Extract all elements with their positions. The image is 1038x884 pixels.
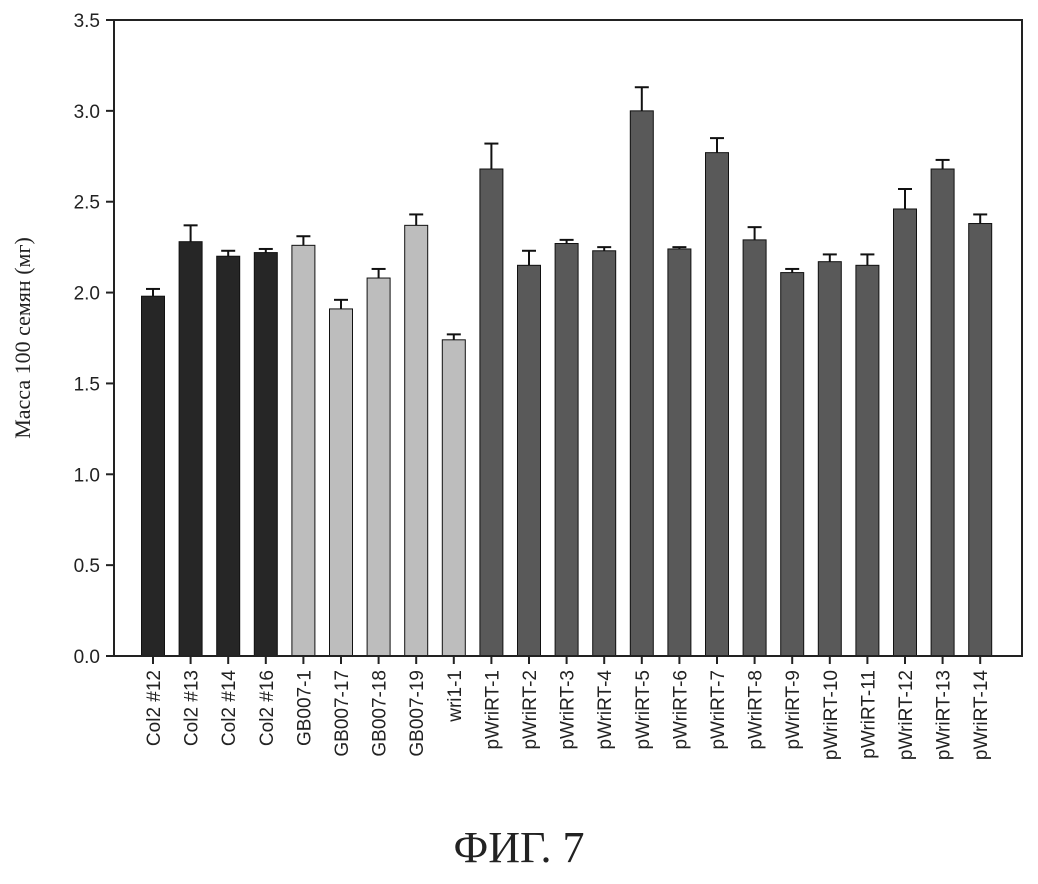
x-category-label: GB007-1 — [294, 670, 315, 746]
error-bar — [522, 251, 536, 266]
x-axis-labels: Col2 #12 Col2 #13 Col2 #14 Col2 #16 GB007-1 G… — [144, 656, 992, 760]
bar — [142, 296, 165, 656]
y-tick-label: 1.5 — [74, 374, 100, 395]
y-axis-ticks: 0.0 0.5 1.0 1.5 2.0 2.5 3.0 3.5 — [74, 11, 114, 668]
y-tick-label: 0.5 — [74, 556, 100, 577]
x-category-label: Col2 #12 — [144, 670, 165, 746]
bar — [480, 169, 503, 656]
error-bar — [823, 254, 837, 261]
y-tick-label: 1.0 — [74, 465, 100, 486]
bar — [254, 253, 277, 656]
error-bar — [748, 227, 762, 240]
bar — [743, 240, 766, 656]
bar-chart: 0.00.51.01.52.02.53.03.5 Col2 #12Col2 #1… — [0, 0, 1038, 820]
y-tick-label: 2.0 — [74, 284, 100, 305]
y-tick-label: 3.5 — [74, 11, 100, 32]
error-bar — [635, 87, 649, 111]
error-bar — [898, 189, 912, 209]
x-category-label: pWriRT-7 — [708, 670, 729, 750]
figure-caption: ФИГ. 7 — [0, 822, 1038, 873]
error-bar — [221, 251, 235, 256]
x-category-label: GB007-17 — [332, 670, 353, 757]
x-category-label: pWriRT-11 — [858, 670, 879, 759]
x-category-label: pWriRT-4 — [595, 670, 616, 750]
bar — [856, 265, 879, 656]
x-category-label: pWriRT-10 — [821, 670, 842, 760]
bar — [555, 244, 578, 656]
bar — [518, 265, 541, 656]
error-bar — [560, 240, 574, 244]
bars-group — [142, 111, 992, 656]
error-bar — [484, 144, 498, 169]
x-category-label: pWriRT-5 — [633, 670, 654, 750]
bar — [593, 251, 616, 656]
x-category-label: Col2 #14 — [219, 670, 240, 746]
error-bar — [973, 214, 987, 223]
x-category-label: wri1-1 — [445, 670, 466, 723]
error-bar — [334, 300, 348, 309]
y-tick-label: 2.5 — [74, 193, 100, 214]
bar — [781, 273, 804, 656]
x-category-label: pWriRT-3 — [558, 670, 579, 750]
bar — [706, 153, 729, 656]
bar — [969, 224, 992, 656]
x-category-label: pWriRT-9 — [783, 670, 804, 750]
error-bar — [184, 225, 198, 241]
x-category-label: GB007-18 — [370, 670, 391, 757]
error-bar — [409, 214, 423, 225]
error-bar — [785, 269, 799, 273]
error-bar — [259, 249, 273, 253]
y-tick-label: 0.0 — [74, 647, 100, 668]
error-bar — [860, 254, 874, 265]
x-category-label: pWriRT-12 — [896, 670, 917, 760]
x-category-label: Col2 #13 — [182, 670, 203, 746]
bar — [668, 249, 691, 656]
bar — [217, 256, 240, 656]
x-category-label: pWriRT-14 — [971, 670, 992, 761]
x-category-label: GB007-19 — [407, 670, 428, 757]
bar — [367, 278, 390, 656]
x-category-label: pWriRT-13 — [934, 670, 955, 760]
x-category-label: Col2 #16 — [257, 670, 278, 746]
bar — [292, 245, 315, 656]
error-bar — [710, 138, 724, 153]
bar — [405, 225, 428, 656]
error-bar — [296, 236, 310, 245]
bar — [931, 169, 954, 656]
bar — [630, 111, 653, 656]
x-category-label: pWriRT-1 — [482, 670, 503, 750]
error-bar — [372, 269, 386, 278]
error-bar — [936, 160, 950, 169]
x-category-label: pWriRT-2 — [520, 670, 541, 750]
x-category-label: pWriRT-8 — [746, 670, 767, 750]
bar — [818, 262, 841, 656]
bar — [442, 340, 465, 656]
y-axis-label: Масса 100 семян (мг) — [10, 237, 35, 439]
error-bar — [597, 247, 611, 251]
x-category-label: pWriRT-6 — [670, 670, 691, 750]
bar — [894, 209, 917, 656]
error-bar — [146, 289, 160, 296]
bar — [179, 242, 202, 656]
error-bar — [447, 334, 461, 339]
bar — [330, 309, 353, 656]
y-tick-label: 3.0 — [74, 102, 100, 123]
